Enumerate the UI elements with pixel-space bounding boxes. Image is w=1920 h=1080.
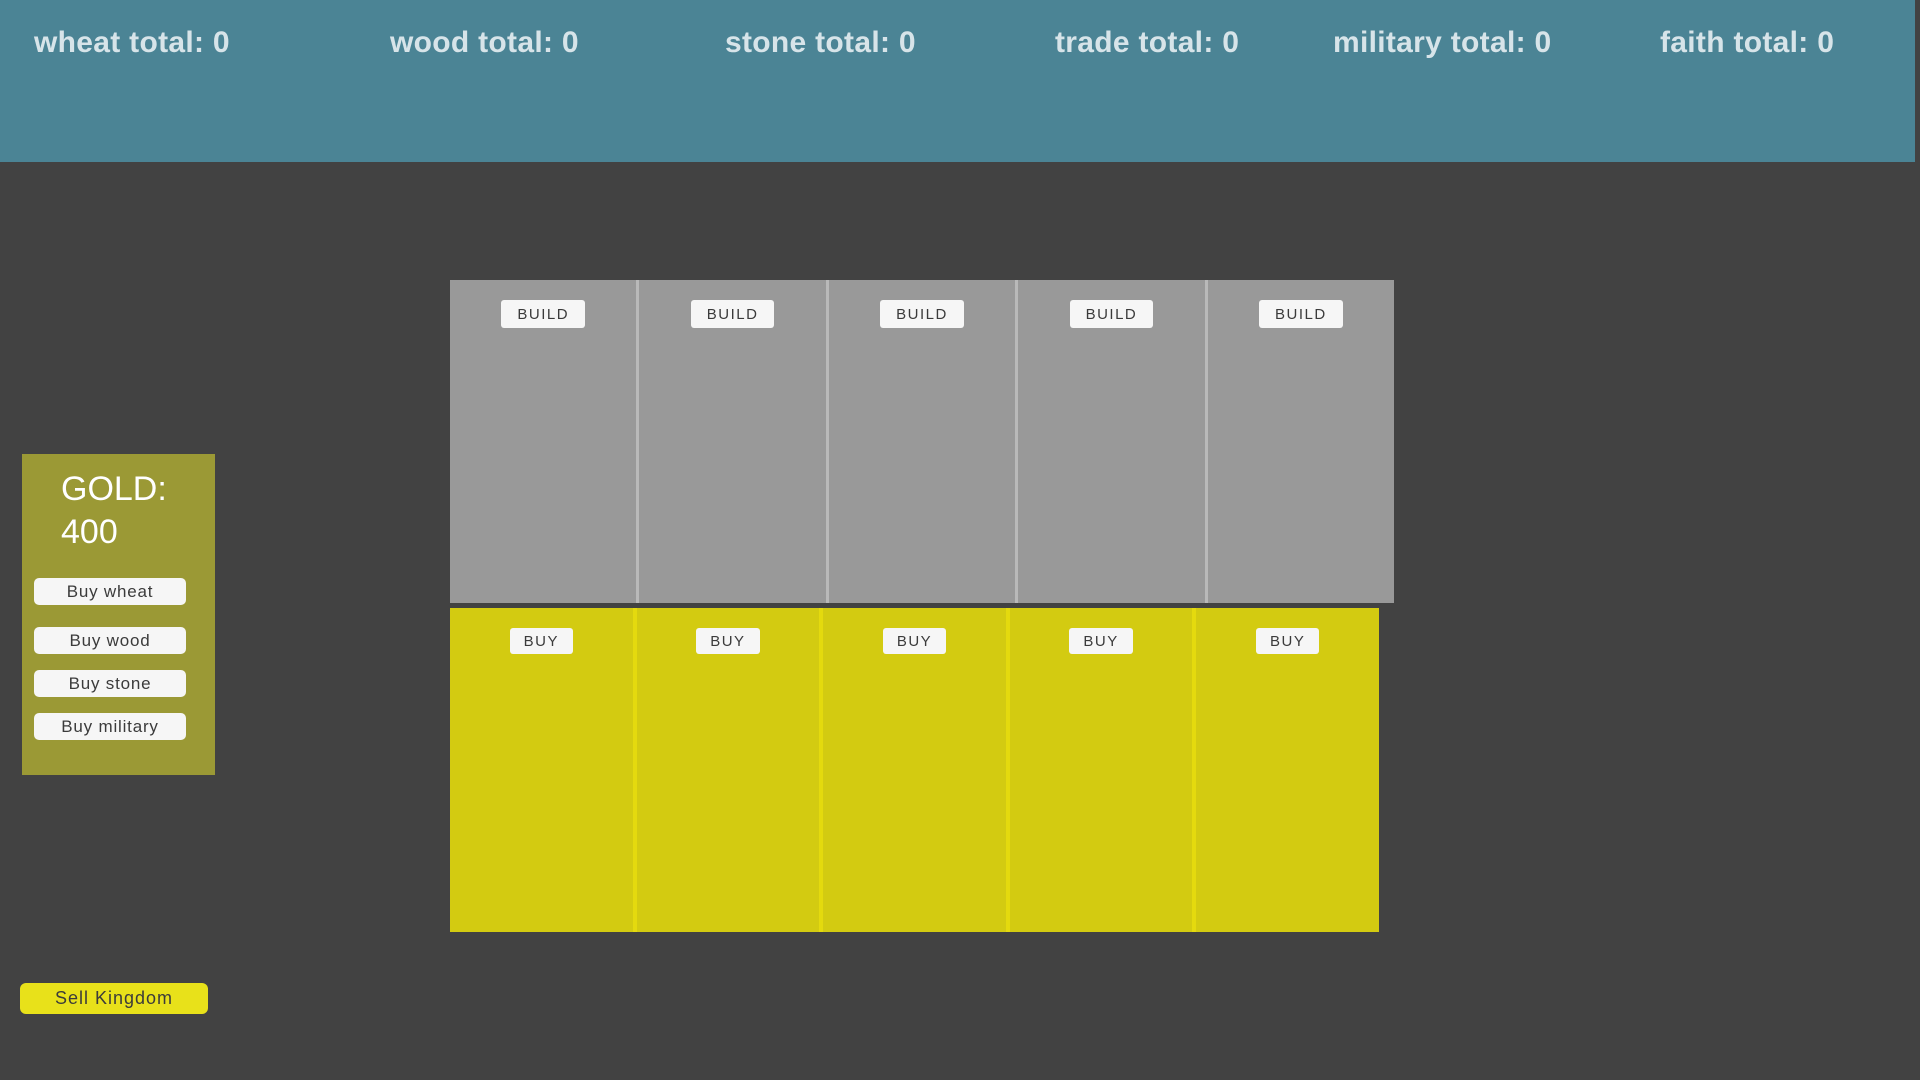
- buy-button-2[interactable]: BUY: [696, 628, 760, 654]
- gold-amount: 400: [61, 513, 118, 551]
- buy-slot-4: BUY: [1009, 608, 1193, 932]
- build-button-1[interactable]: BUILD: [501, 300, 586, 328]
- faith-total-label: faith total: 0: [1660, 26, 1835, 59]
- build-slot-4: BUILD: [1018, 280, 1205, 603]
- build-slot-1: BUILD: [450, 280, 637, 603]
- buy-stone-button[interactable]: Buy stone: [34, 670, 186, 697]
- buy-button-4[interactable]: BUY: [1069, 628, 1133, 654]
- buy-slot-3: BUY: [823, 608, 1006, 932]
- wood-total-label: wood total: 0: [390, 26, 579, 59]
- military-total-label: military total: 0: [1333, 26, 1552, 59]
- gold-panel: GOLD: 400 Buy wheat Buy wood Buy stone B…: [22, 454, 215, 775]
- sell-kingdom-button[interactable]: Sell Kingdom: [20, 983, 208, 1014]
- wheat-total-label: wheat total: 0: [34, 26, 230, 59]
- buy-slots-row: BUY BUY BUY BUY BUY: [450, 608, 1379, 932]
- build-slot-3: BUILD: [828, 280, 1016, 603]
- build-slots-row: BUILD BUILD BUILD BUILD BUILD: [450, 280, 1395, 603]
- stone-total-label: stone total: 0: [725, 26, 916, 59]
- buy-slot-5: BUY: [1196, 608, 1379, 932]
- buy-button-1[interactable]: BUY: [509, 628, 573, 654]
- buy-wheat-button[interactable]: Buy wheat: [34, 578, 186, 605]
- build-button-3[interactable]: BUILD: [880, 300, 964, 328]
- gold-title: GOLD: 400: [22, 454, 215, 554]
- resources-bar: wheat total: 0 wood total: 0 stone total…: [0, 0, 1915, 162]
- build-slot-2: BUILD: [639, 280, 826, 603]
- trade-total-label: trade total: 0: [1055, 26, 1240, 59]
- buy-military-button[interactable]: Buy military: [34, 713, 186, 740]
- build-slot-5: BUILD: [1207, 280, 1395, 603]
- build-button-5[interactable]: BUILD: [1258, 300, 1343, 328]
- buy-wood-button[interactable]: Buy wood: [34, 627, 186, 654]
- build-button-4[interactable]: BUILD: [1069, 300, 1154, 328]
- buy-button-5[interactable]: BUY: [1256, 628, 1320, 654]
- build-button-2[interactable]: BUILD: [690, 300, 775, 328]
- buy-slot-2: BUY: [636, 608, 820, 932]
- buy-slot-1: BUY: [450, 608, 633, 932]
- buy-button-3[interactable]: BUY: [882, 628, 947, 654]
- gold-label: GOLD:: [61, 470, 167, 508]
